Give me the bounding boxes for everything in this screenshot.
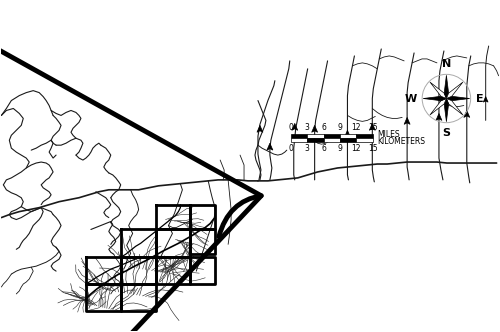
Polygon shape xyxy=(312,125,318,132)
Bar xyxy=(307,138,324,142)
Text: KILOMETERS: KILOMETERS xyxy=(377,137,425,146)
Text: 15: 15 xyxy=(368,123,378,132)
Bar xyxy=(340,138,356,142)
Text: 12: 12 xyxy=(352,144,361,153)
Bar xyxy=(356,138,373,142)
Bar xyxy=(324,134,340,138)
Polygon shape xyxy=(436,114,442,121)
Polygon shape xyxy=(446,99,463,115)
Text: 6: 6 xyxy=(321,123,326,132)
Text: 3: 3 xyxy=(304,123,310,132)
Polygon shape xyxy=(446,96,469,101)
Polygon shape xyxy=(464,111,470,118)
Polygon shape xyxy=(370,124,376,130)
Text: MILES: MILES xyxy=(377,129,400,138)
Bar xyxy=(291,138,307,142)
Polygon shape xyxy=(446,82,463,99)
Polygon shape xyxy=(267,143,273,150)
Bar xyxy=(340,134,356,138)
Text: 3: 3 xyxy=(304,144,310,153)
Text: E: E xyxy=(476,94,484,104)
Text: S: S xyxy=(442,128,450,138)
Text: 12: 12 xyxy=(352,123,361,132)
Polygon shape xyxy=(430,99,446,115)
Text: 9: 9 xyxy=(338,144,342,153)
Polygon shape xyxy=(344,130,350,137)
FancyArrowPatch shape xyxy=(0,0,261,332)
Text: N: N xyxy=(442,59,451,69)
Bar xyxy=(307,134,324,138)
Text: 0: 0 xyxy=(288,144,293,153)
Bar xyxy=(324,138,340,142)
Polygon shape xyxy=(444,75,448,99)
Polygon shape xyxy=(423,96,446,101)
Polygon shape xyxy=(257,125,263,132)
Polygon shape xyxy=(292,124,298,130)
Polygon shape xyxy=(484,97,488,102)
Text: 0: 0 xyxy=(288,123,293,132)
Text: 6: 6 xyxy=(321,144,326,153)
Text: W: W xyxy=(404,94,416,104)
Polygon shape xyxy=(430,82,446,99)
Polygon shape xyxy=(444,99,448,122)
Polygon shape xyxy=(404,118,410,124)
Text: 15: 15 xyxy=(368,144,378,153)
Text: 9: 9 xyxy=(338,123,342,132)
Bar xyxy=(291,134,307,138)
Bar xyxy=(356,134,373,138)
